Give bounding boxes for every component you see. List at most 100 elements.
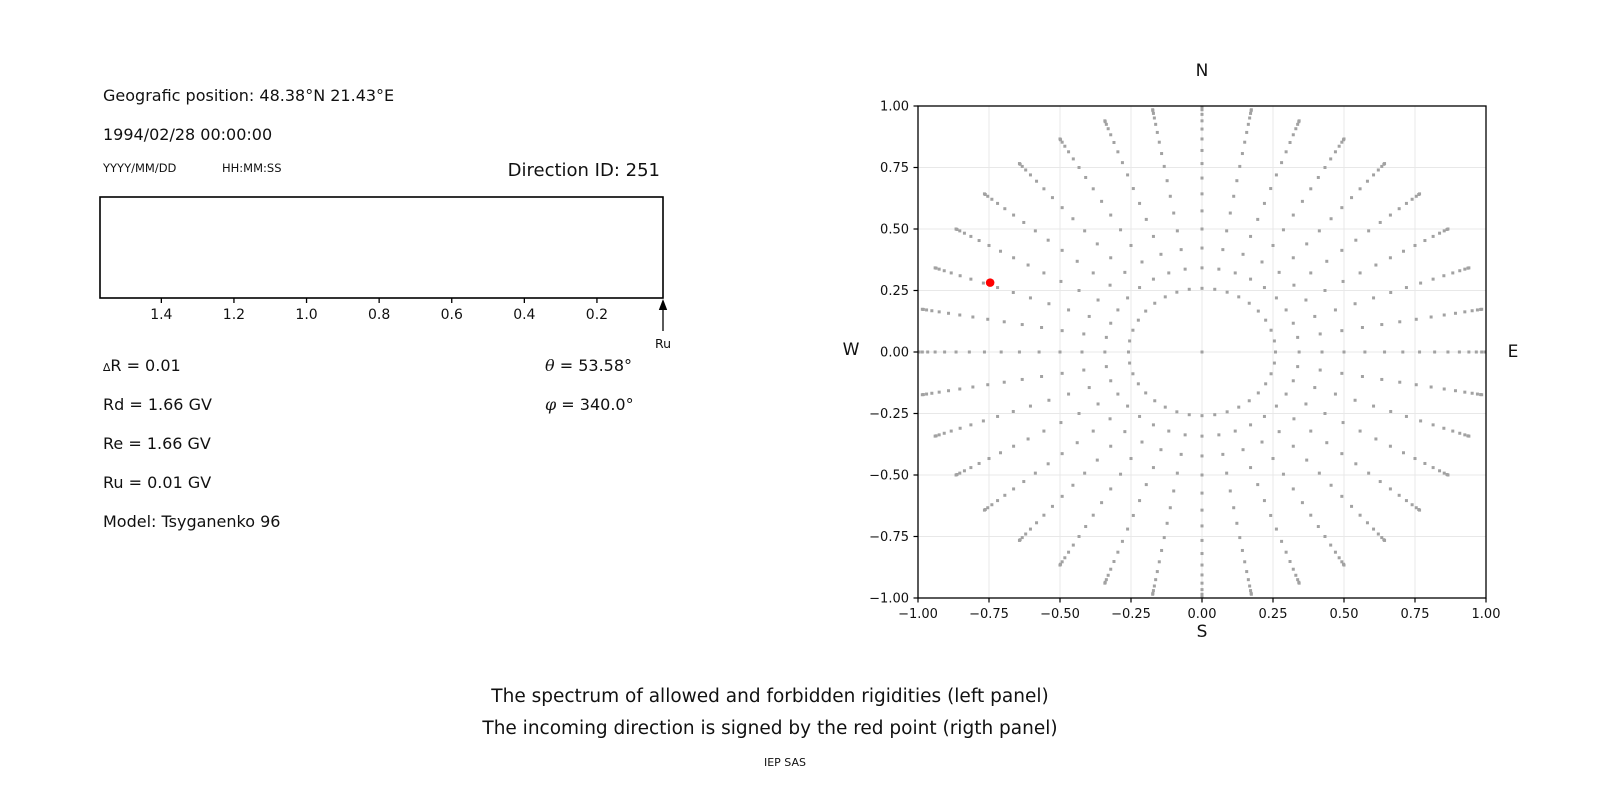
grid-dot [1144, 309, 1148, 313]
compass-west-label: W [842, 340, 860, 360]
grid-dot [1271, 457, 1275, 461]
grid-dot [1179, 248, 1183, 252]
grid-dot [1096, 298, 1100, 302]
grid-dot [1337, 556, 1341, 560]
grid-dot [1083, 229, 1087, 233]
grid-dot [1241, 252, 1245, 256]
grid-dot [1024, 168, 1028, 172]
grid-dot [1153, 301, 1157, 305]
grid-dot [1309, 429, 1313, 433]
grid-dot [977, 461, 981, 465]
grid-dot [1067, 308, 1071, 312]
grid-dot [1200, 538, 1204, 542]
grid-dot [1228, 489, 1232, 493]
grid-dot [1100, 501, 1104, 505]
grid-dot [1017, 350, 1021, 354]
grid-dot [1291, 321, 1295, 325]
grid-dot [1429, 315, 1433, 319]
grid-dot [1012, 444, 1016, 448]
grid-dot [1323, 412, 1327, 415]
grid-dot [1363, 350, 1367, 354]
grid-dot [1438, 469, 1442, 473]
grid-dot [1333, 150, 1337, 154]
grid-dot [1022, 220, 1026, 224]
grid-dot [1313, 386, 1317, 390]
grid-dot [1433, 350, 1437, 354]
grid-dot [1071, 217, 1075, 221]
grid-dot [1123, 430, 1127, 434]
grid-dot [1281, 228, 1285, 232]
grid-dot [1187, 287, 1191, 291]
grid-dot [1120, 539, 1124, 543]
grid-dot [1333, 550, 1337, 554]
grid-dot [1200, 108, 1204, 112]
grid-dot [920, 393, 924, 397]
grid-dot [1058, 350, 1062, 354]
grid-dot [1103, 350, 1107, 354]
grid-dot [1109, 256, 1113, 260]
grid-dot [987, 457, 991, 461]
grid-dot [1458, 269, 1462, 273]
grid-dot [1033, 229, 1037, 233]
grid-dot [1372, 173, 1376, 177]
grid-dot [1380, 377, 1384, 381]
grid-dot [969, 466, 973, 470]
grid-dot [1136, 382, 1140, 386]
grid-dot [1155, 130, 1159, 134]
grid-dot [1280, 539, 1284, 543]
grid-dot [1046, 238, 1050, 242]
x-tick-label: 1.2 [223, 307, 245, 323]
grid-dot [1060, 560, 1064, 564]
grid-dot [1305, 242, 1309, 246]
grid-dot [947, 311, 951, 315]
theta-label: θ = 53.58° [545, 356, 633, 375]
ru-arrow-head [658, 299, 668, 310]
grid-dot [1116, 392, 1120, 396]
grid-dot [1372, 296, 1376, 300]
grid-dot [1414, 317, 1418, 321]
y-tick-label: 0.50 [880, 223, 909, 238]
grid-dot [1383, 350, 1387, 354]
grid-dot [1241, 448, 1245, 452]
grid-dot [1077, 534, 1081, 538]
grid-dot [1317, 471, 1321, 475]
grid-dot [1112, 560, 1116, 564]
grid-dot [1221, 248, 1225, 252]
grid-dot [1200, 573, 1204, 577]
grid-dot [1138, 286, 1142, 290]
grid-dot [1144, 391, 1148, 395]
grid-dot [1084, 175, 1088, 179]
grid-dot [1419, 419, 1423, 423]
grid-dot [1243, 560, 1247, 564]
grid-dot [1246, 122, 1250, 126]
grid-dot [1320, 350, 1324, 354]
grid-dot [969, 277, 973, 281]
grid-dot [962, 231, 966, 235]
grid-dot [1200, 286, 1204, 290]
grid-dot [1003, 207, 1007, 211]
grid-dot [1187, 413, 1191, 417]
grid-dot [1175, 471, 1179, 475]
grid-dot [1418, 192, 1422, 196]
grid-dot [920, 350, 924, 354]
grid-dot [1249, 592, 1253, 596]
grid-dot [1281, 472, 1285, 476]
grid-dot [1162, 164, 1166, 168]
y-tick-label: −1.00 [869, 592, 909, 607]
grid-dot [954, 227, 958, 231]
grid-dot [1200, 414, 1204, 418]
grid-dot [1470, 309, 1474, 313]
grid-dot [1154, 578, 1158, 582]
grid-dot [1249, 277, 1253, 281]
grid-dot [1309, 271, 1313, 275]
grid-dot [1300, 501, 1304, 505]
grid-dot [1163, 405, 1167, 409]
grid-dot [1131, 372, 1135, 376]
grid-dot [1129, 457, 1133, 461]
grid-dot [1160, 548, 1164, 552]
grid-dot [1200, 137, 1204, 141]
grid-dot [1249, 111, 1253, 115]
grid-dot [1136, 318, 1140, 322]
grid-dot [1238, 536, 1242, 540]
center-dot [1200, 350, 1204, 354]
